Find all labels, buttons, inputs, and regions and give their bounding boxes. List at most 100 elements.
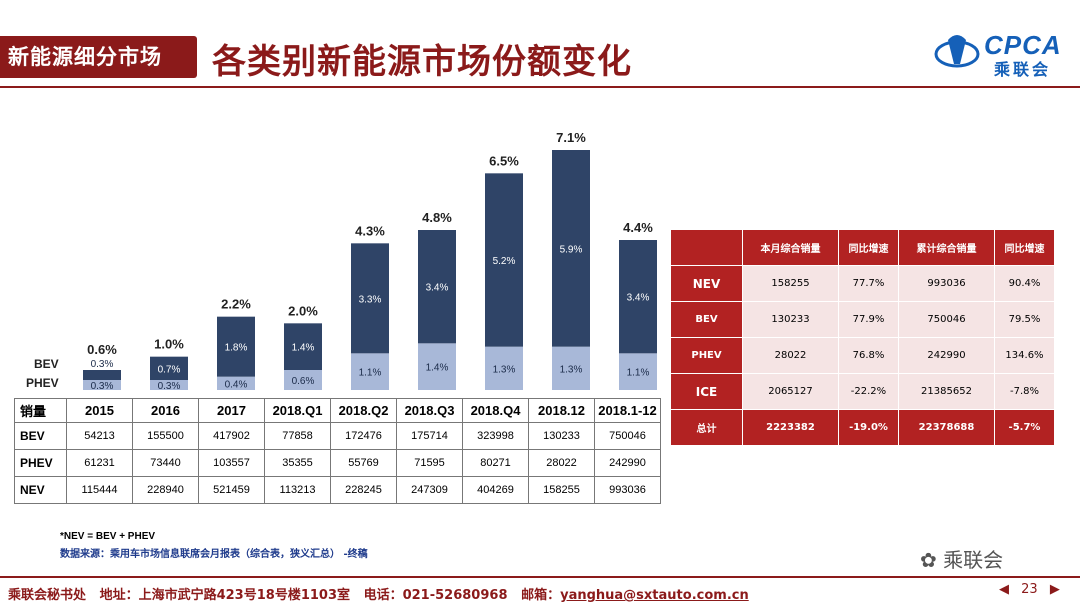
table-cell: 750046	[898, 301, 995, 338]
volume-table-header: 销量 2015 2016 2017 2018.Q1 2018.Q2 2018.Q…	[14, 398, 661, 423]
table-cell: 134.6%	[994, 337, 1055, 374]
row-label: NEV	[670, 265, 743, 302]
summary-row-phev: PHEV 28022 76.8% 242990 134.6%	[670, 337, 1055, 374]
header-divider	[0, 86, 1080, 88]
bev-bar	[284, 323, 322, 370]
row-label: 总计	[670, 409, 743, 446]
summary-header-cell: 本月综合销量	[742, 229, 839, 266]
total-share-label: 4.4%	[623, 220, 653, 235]
bev-data-label: 3.3%	[359, 294, 382, 305]
prev-page-button[interactable]: ◀	[999, 582, 1009, 597]
table-cell: 993036	[898, 265, 995, 302]
phev-bar	[552, 346, 590, 390]
summary-header-cell: 同比增速	[838, 229, 899, 266]
table-cell: -19.0%	[838, 409, 899, 446]
phev-data-label: 0.4%	[225, 379, 248, 390]
table-cell: 130233	[528, 422, 595, 450]
wechat-icon: ✿	[920, 548, 937, 572]
table-cell: 77.9%	[838, 301, 899, 338]
table-cell: 228940	[132, 476, 199, 504]
bev-bar	[619, 240, 657, 354]
phev-bar	[83, 380, 121, 390]
table-cell: 77858	[264, 422, 331, 450]
cpca-emblem-icon	[934, 35, 980, 68]
table-cell: 247309	[396, 476, 463, 504]
table-cell: 28022	[742, 337, 839, 374]
col-header: 2016	[132, 398, 199, 423]
volume-table-corner: 销量	[14, 398, 67, 423]
col-header: 2018.Q4	[462, 398, 529, 423]
table-cell: 993036	[594, 476, 661, 504]
table-row: BEV 54213 155500 417902 77858 172476 175…	[14, 422, 661, 450]
table-cell: 750046	[594, 422, 661, 450]
table-cell: 175714	[396, 422, 463, 450]
phev-bar	[284, 370, 322, 390]
table-cell: 73440	[132, 449, 199, 477]
col-header: 2017	[198, 398, 265, 423]
row-label: ICE	[670, 373, 743, 410]
col-header: 2018.Q2	[330, 398, 397, 423]
table-cell: 242990	[898, 337, 995, 374]
col-header: 2018.Q3	[396, 398, 463, 423]
table-cell: 2065127	[742, 373, 839, 410]
bev-bar	[83, 370, 121, 380]
table-cell: 130233	[742, 301, 839, 338]
total-share-label: 2.0%	[288, 303, 318, 318]
total-share-label: 4.8%	[422, 210, 452, 225]
table-cell: 71595	[396, 449, 463, 477]
table-cell: 2223382	[742, 409, 839, 446]
watermark-text: 乘联会	[943, 548, 1004, 572]
footer-email-link[interactable]: yanghua@sxtauto.com.cn	[560, 588, 749, 603]
table-cell: 77.7%	[838, 265, 899, 302]
total-share-label: 4.3%	[355, 223, 385, 238]
table-cell: 113213	[264, 476, 331, 504]
col-header: 2018.12	[528, 398, 595, 423]
table-cell: 158255	[742, 265, 839, 302]
table-cell: -7.8%	[994, 373, 1055, 410]
watermark: ✿ 乘联会	[920, 544, 1003, 573]
table-cell: 115444	[66, 476, 133, 504]
phev-bar	[217, 376, 255, 390]
table-cell: 323998	[462, 422, 529, 450]
summary-header-row: 本月综合销量 同比增速 累计综合销量 同比增速	[670, 229, 1055, 266]
table-cell: 61231	[66, 449, 133, 477]
col-header: 2015	[66, 398, 133, 423]
phev-data-label: 1.1%	[359, 368, 382, 379]
phev-data-label: 1.3%	[560, 364, 583, 375]
table-cell: 28022	[528, 449, 595, 477]
total-share-label: 0.6%	[87, 342, 117, 357]
row-label: NEV	[14, 476, 67, 504]
table-cell: 90.4%	[994, 265, 1055, 302]
table-cell: -5.7%	[994, 409, 1055, 446]
summary-header-cell: 累计综合销量	[898, 229, 995, 266]
bev-data-label: 5.2%	[493, 256, 516, 267]
page-number: 23	[1021, 582, 1038, 597]
table-cell: 103557	[198, 449, 265, 477]
phev-bar	[485, 346, 523, 390]
col-header: 2018.1-12	[594, 398, 661, 423]
logo-text: CPCA	[984, 30, 1062, 60]
phev-data-label: 0.6%	[292, 376, 315, 387]
table-cell: 172476	[330, 422, 397, 450]
table-cell: 242990	[594, 449, 661, 477]
footer-email-label: 邮箱：	[521, 588, 561, 603]
row-label: PHEV	[14, 449, 67, 477]
next-page-button[interactable]: ▶	[1049, 582, 1060, 597]
volume-table: 销量 2015 2016 2017 2018.Q1 2018.Q2 2018.Q…	[14, 398, 661, 504]
bev-bar	[351, 243, 389, 354]
table-cell: 22378688	[898, 409, 995, 446]
table-cell: 155500	[132, 422, 199, 450]
table-cell: 521459	[198, 476, 265, 504]
source-note: 数据来源：乘用车市场信息联席会月报表（综合表，狭义汇总） -终稿	[60, 549, 368, 560]
table-row: PHEV 61231 73440 103557 35355 55769 7159…	[14, 449, 661, 477]
bev-data-label: 0.7%	[158, 364, 181, 375]
summary-row-nev: NEV 158255 77.7% 993036 90.4%	[670, 265, 1055, 302]
phev-data-label: 0.3%	[158, 381, 181, 392]
table-cell: 76.8%	[838, 337, 899, 374]
summary-row-bev: BEV 130233 77.9% 750046 79.5%	[670, 301, 1055, 338]
bev-data-label: 3.4%	[426, 283, 449, 294]
summary-table: 本月综合销量 同比增速 累计综合销量 同比增速 NEV 158255 77.7%…	[670, 229, 1055, 446]
bev-data-label: 3.4%	[627, 293, 650, 304]
table-cell: 55769	[330, 449, 397, 477]
phev-bar	[351, 353, 389, 390]
